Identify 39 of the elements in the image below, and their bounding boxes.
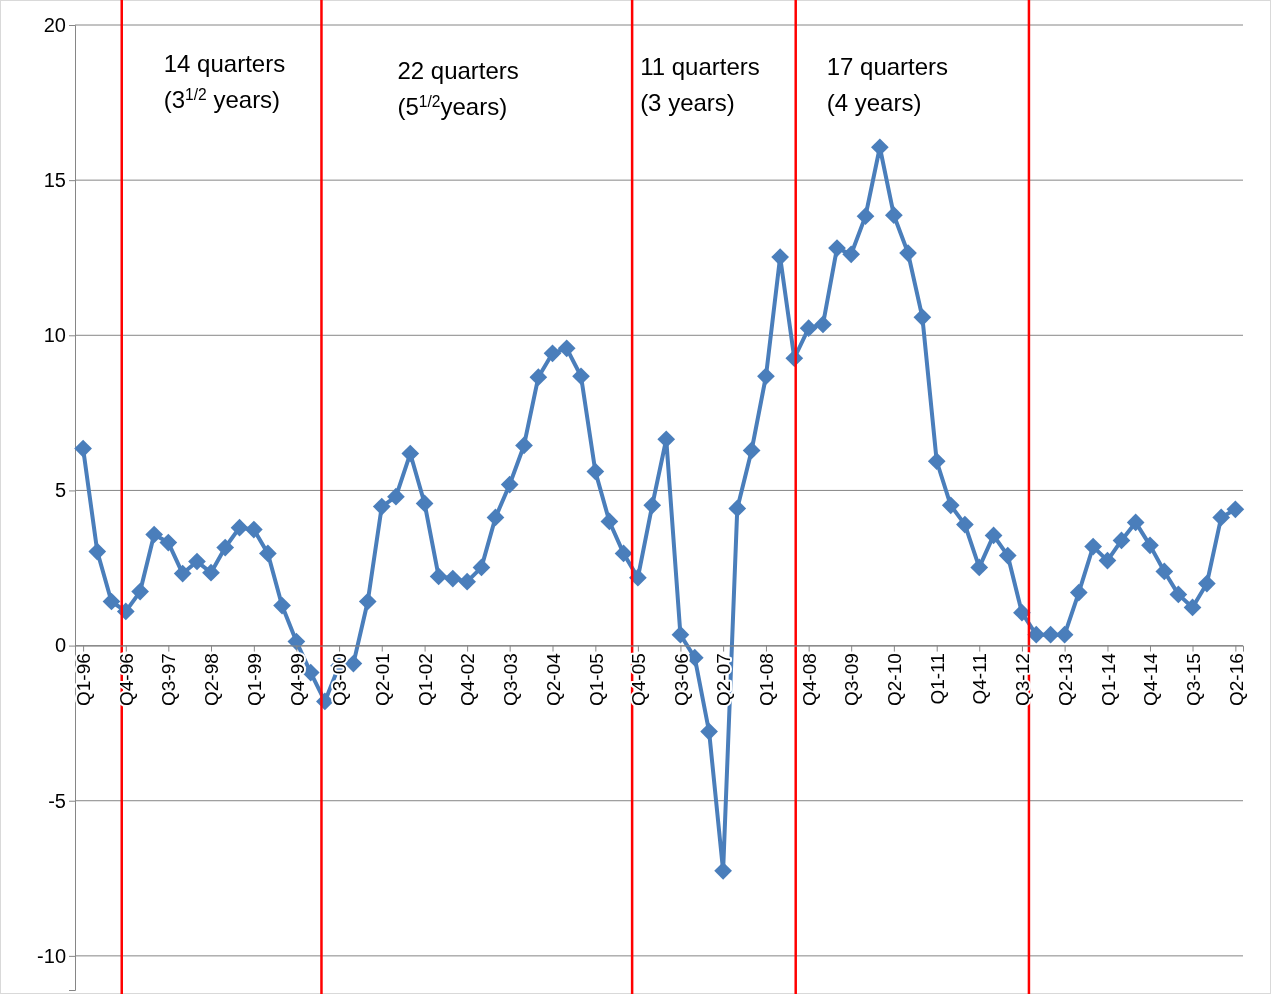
x-tick-label: Q3-97 (158, 653, 180, 706)
x-tick-label: Q4-11 (969, 653, 991, 705)
x-tick-label: Q3-03 (499, 653, 521, 706)
x-tick-label: Q2-98 (201, 653, 223, 706)
x-tick-label: Q1-96 (73, 653, 95, 706)
x-tick-label: Q4-99 (286, 653, 308, 706)
x-tick-label: Q2-16 (1225, 653, 1247, 706)
x-tick-label: Q3-06 (670, 653, 692, 706)
x-tick-label: Q4-96 (115, 653, 137, 706)
y-tick-label: -5 (48, 789, 66, 812)
x-tick-label: Q1-14 (1097, 652, 1119, 706)
x-tick-label: Q3-15 (1182, 653, 1204, 706)
y-tick-label: 20 (43, 13, 66, 36)
x-tick-label: Q2-01 (371, 653, 393, 706)
x-tick-label: Q1-05 (585, 653, 607, 706)
y-tick-label: 5 (54, 479, 66, 502)
y-tick-label: 15 (43, 169, 66, 192)
x-tick-label: Q3-09 (841, 653, 863, 706)
x-tick-label: Q1-11 (926, 653, 948, 705)
x-tick-label: Q1-99 (244, 653, 265, 706)
y-tick-label: 10 (43, 324, 66, 347)
x-tick-label: Q2-07 (713, 653, 735, 706)
annotation: 17 quarters (4 years) (826, 53, 949, 116)
x-tick-label: Q4-14 (1140, 652, 1162, 706)
annotation: 22 quarters (5$^{1/2}$years) (397, 57, 519, 120)
x-tick-label: Q3-00 (329, 653, 351, 706)
x-tick-label: Q2-10 (884, 653, 906, 706)
y-tick-label: 0 (54, 634, 66, 657)
x-tick-label: Q4-08 (798, 653, 820, 706)
x-tick-label: Q2-04 (542, 652, 564, 706)
x-tick-label: Q4-02 (457, 653, 479, 706)
x-tick-label: Q4-05 (628, 653, 650, 706)
x-tick-label: Q1-08 (756, 653, 778, 706)
x-tick-label: Q1-02 (414, 653, 436, 706)
x-tick-label: Q3-12 (1012, 653, 1034, 706)
x-tick-label: Q2-13 (1054, 653, 1076, 706)
y-tick-label: -10 (37, 944, 66, 967)
annotation: 11 quarters (3 years) (640, 53, 760, 116)
annotation: 14 quarters (3$^{1/2}$ years) (163, 50, 286, 113)
